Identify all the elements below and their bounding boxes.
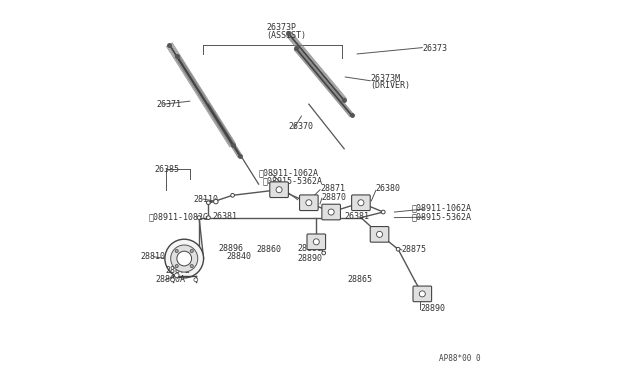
Circle shape [175,273,179,278]
Circle shape [214,199,218,204]
Text: (DRIVER): (DRIVER) [370,81,410,90]
Circle shape [322,251,326,255]
Text: 28890: 28890 [298,244,323,253]
Text: 26385: 26385 [154,165,179,174]
Circle shape [313,239,319,245]
Circle shape [175,264,179,267]
Text: 28890: 28890 [298,254,323,263]
Circle shape [358,200,364,206]
Circle shape [419,291,426,297]
Circle shape [207,201,211,205]
Text: 26381: 26381 [212,212,237,221]
Text: 28860: 28860 [257,245,282,254]
FancyBboxPatch shape [351,195,370,211]
Text: ⓝ08915-5362A: ⓝ08915-5362A [262,176,323,185]
Circle shape [175,250,179,253]
Circle shape [197,216,201,219]
Circle shape [165,239,204,278]
Circle shape [190,264,193,267]
FancyBboxPatch shape [370,227,389,242]
Text: ⓝ08911-1082G: ⓝ08911-1082G [149,212,209,221]
Text: ⓝ08911-1062A: ⓝ08911-1062A [411,204,471,213]
Text: 28870: 28870 [322,193,347,202]
FancyBboxPatch shape [413,286,431,302]
Text: AP88*00 0: AP88*00 0 [439,354,481,363]
Text: 28860A: 28860A [156,275,186,284]
Circle shape [396,247,400,251]
Text: 28865: 28865 [348,275,373,283]
Circle shape [328,209,334,215]
Text: 28840: 28840 [227,252,252,261]
FancyBboxPatch shape [270,182,289,198]
Circle shape [171,245,198,272]
Circle shape [276,187,282,193]
Circle shape [376,231,383,237]
Text: 28896: 28896 [219,244,244,253]
Circle shape [171,278,175,282]
Text: 28810: 28810 [141,252,166,261]
FancyBboxPatch shape [300,195,318,211]
Text: 26373M: 26373M [370,74,400,83]
Circle shape [230,193,234,197]
Text: 26373P: 26373P [266,23,296,32]
Text: 26371: 26371 [156,100,181,109]
Text: 28875: 28875 [402,245,427,254]
Circle shape [381,210,385,214]
FancyBboxPatch shape [307,234,326,250]
Text: 28872: 28872 [166,266,191,275]
Text: 28871: 28871 [320,185,345,193]
Text: 26381: 26381 [344,212,369,221]
Text: ⓝ08911-1062A: ⓝ08911-1062A [259,168,319,177]
Text: ⓝ08915-5362A: ⓝ08915-5362A [411,212,471,221]
Circle shape [190,250,193,253]
Text: (ASSIST): (ASSIST) [266,31,306,40]
Text: 28890: 28890 [420,304,445,312]
Circle shape [306,200,312,206]
Text: 26373: 26373 [422,44,447,53]
Circle shape [177,251,191,266]
Circle shape [194,278,198,282]
Circle shape [207,216,211,219]
Text: 26380: 26380 [376,185,401,193]
FancyBboxPatch shape [322,204,340,220]
Text: 26370: 26370 [289,122,314,131]
Text: 28110: 28110 [193,195,218,203]
